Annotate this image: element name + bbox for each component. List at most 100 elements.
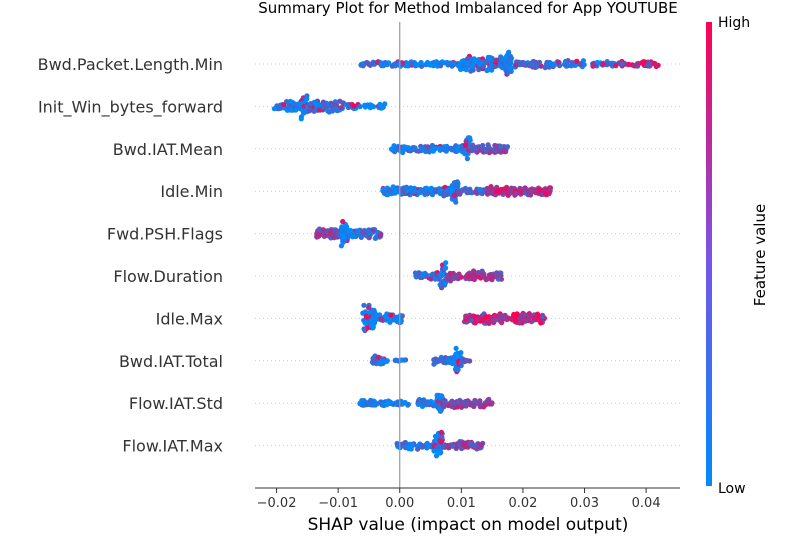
shap-point (415, 446, 421, 452)
shap-point (357, 400, 363, 406)
shap-point (432, 276, 438, 282)
shap-point (489, 277, 495, 283)
feature-label: Bwd.Packet.Length.Min (38, 55, 223, 74)
colorbar-high-label: High (718, 15, 750, 31)
shap-point (300, 108, 306, 114)
shap-point (346, 227, 352, 234)
shap-point (387, 399, 393, 405)
shap-point (338, 105, 344, 111)
shap-point (497, 143, 504, 149)
shap-point (452, 355, 458, 361)
shap-point (468, 317, 474, 323)
shap-point (385, 192, 391, 198)
shap-point (434, 444, 441, 450)
shap-point (438, 280, 445, 286)
shap-point (333, 102, 339, 108)
shap-point (487, 186, 493, 192)
shap-point (438, 429, 444, 435)
shap-point (475, 270, 481, 276)
shap-point (518, 60, 524, 66)
shap-point (362, 320, 368, 326)
x-tick-label: 0.01 (447, 496, 476, 511)
shap-point (425, 145, 431, 151)
shap-point (444, 191, 450, 198)
shap-point (463, 151, 469, 157)
shap-point (463, 442, 469, 448)
shap-point (391, 61, 397, 67)
shap-point (446, 276, 452, 283)
shap-point (477, 186, 483, 193)
shap-point (465, 273, 471, 280)
shap-point (322, 101, 328, 108)
shap-point (437, 438, 443, 444)
shap-point (450, 60, 456, 67)
shap-point (540, 314, 546, 320)
shap-point (393, 357, 399, 363)
shap-point (494, 57, 500, 63)
shap-point (498, 54, 504, 60)
shap-point (424, 186, 430, 192)
shap-point (382, 60, 388, 66)
shap-point (503, 54, 509, 61)
shap-point (405, 401, 411, 407)
shap-point (479, 191, 485, 197)
shap-point (486, 144, 492, 150)
shap-point (444, 59, 450, 66)
shap-point (360, 310, 366, 316)
shap-point (465, 56, 471, 62)
shap-point (377, 101, 383, 107)
shap-point (619, 61, 626, 67)
shap-point (316, 107, 322, 113)
shap-point (485, 320, 491, 326)
shap-point (507, 59, 513, 65)
shap-point (477, 398, 483, 404)
shap-point (477, 61, 483, 67)
feature-label: Fwd.PSH.Flags (107, 225, 223, 244)
shap-point (387, 319, 393, 325)
shap-point (419, 63, 425, 69)
shap-point (341, 238, 347, 244)
shap-point (415, 401, 421, 407)
shap-point (340, 234, 346, 240)
shap-point (514, 311, 520, 317)
shap-point (538, 320, 544, 326)
shap-point (434, 63, 440, 69)
shap-point (451, 275, 457, 282)
shap-point (430, 271, 436, 277)
shap-point (480, 272, 486, 278)
shap-point (475, 316, 481, 322)
shap-point (456, 189, 462, 195)
shap-point (435, 358, 441, 364)
shap-point (335, 232, 341, 238)
shap-point (418, 59, 424, 66)
shap-point (420, 399, 426, 405)
shap-point (600, 61, 606, 67)
shap-point (358, 234, 364, 240)
shap-point (470, 275, 476, 281)
shap-point (360, 229, 366, 235)
shap-point (454, 404, 460, 410)
shap-point (306, 108, 313, 114)
shap-point (365, 228, 371, 234)
shap-point (456, 353, 462, 359)
shap-point (312, 100, 319, 106)
shap-point (340, 218, 346, 225)
shap-point (485, 276, 491, 282)
shap-point (409, 441, 415, 447)
shap-point (492, 147, 498, 153)
shap-point (419, 188, 425, 195)
shap-point (366, 234, 372, 240)
shap-point (445, 442, 451, 449)
shap-point (374, 312, 380, 318)
shap-point (322, 232, 328, 238)
x-tick-label: −0.02 (257, 496, 297, 511)
shap-point (391, 190, 397, 196)
shap-point (453, 345, 459, 351)
shap-point (432, 145, 438, 152)
shap-point (634, 61, 641, 67)
shap-point (529, 60, 535, 66)
shap-point (351, 103, 357, 109)
shap-point (454, 147, 460, 153)
shap-point (526, 188, 532, 194)
shap-point (542, 65, 548, 71)
